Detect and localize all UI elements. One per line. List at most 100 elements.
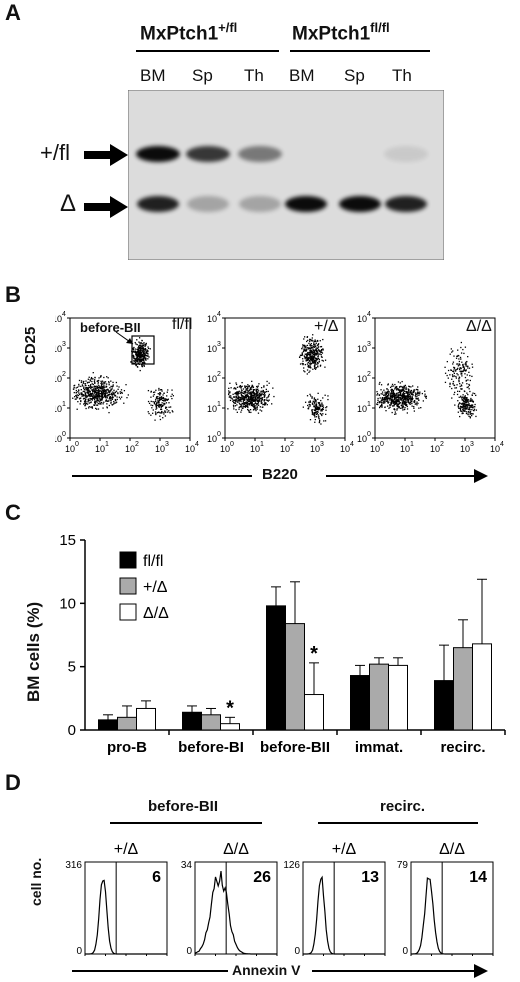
flow-event-dot	[78, 383, 80, 386]
flow-event-dot	[123, 402, 125, 404]
flow-event-dot	[312, 334, 314, 336]
flow-event-dot	[247, 386, 249, 388]
flow-event-dot	[108, 398, 110, 400]
flow-event-dot	[93, 385, 96, 387]
flow-event-dot	[84, 400, 87, 402]
flow-event-dot	[310, 352, 312, 354]
flow-event-dot	[242, 395, 244, 398]
flow-event-dot	[265, 399, 268, 401]
flow-event-dot	[94, 397, 97, 399]
flow-event-dot	[385, 392, 388, 395]
flow-event-dot	[459, 364, 461, 366]
flow-event-dot	[311, 396, 313, 398]
flow-event-dot	[241, 396, 243, 398]
flow-event-dot	[462, 366, 464, 368]
flow-event-dot	[310, 353, 312, 356]
flow-event-dot	[250, 399, 252, 401]
flow-event-dot	[257, 399, 259, 401]
flow-event-dot	[258, 383, 260, 385]
flow-event-dot	[315, 407, 317, 410]
flow-event-dot	[401, 380, 403, 383]
flow-event-dot	[86, 389, 88, 391]
y-tick-label: 5	[68, 659, 76, 676]
flow-event-dot	[409, 392, 411, 394]
flow-event-dot	[386, 397, 388, 399]
flow-event-dot	[92, 390, 94, 392]
flow-event-dot	[376, 394, 378, 396]
flow-event-dot	[171, 389, 173, 391]
flow-event-dot	[229, 395, 231, 397]
flow-event-dot	[87, 401, 89, 403]
flow-event-dot	[417, 397, 419, 399]
flow-event-dot	[314, 416, 316, 418]
flow-event-dot	[136, 343, 138, 346]
flow-event-dot	[161, 402, 163, 404]
flow-event-dot	[396, 388, 398, 390]
flow-event-dot	[455, 377, 458, 379]
flow-event-dot	[464, 407, 467, 410]
flow-event-dot	[240, 404, 242, 406]
flow-event-dot	[241, 407, 244, 409]
flow-event-dot	[245, 395, 248, 397]
flow-event-dot	[388, 398, 390, 400]
flow-event-dot	[395, 387, 397, 389]
flow-event-dot	[458, 407, 460, 409]
flow-event-dot	[162, 417, 164, 419]
flow-event-dot	[454, 387, 456, 389]
flow-event-dot	[311, 359, 313, 361]
flow-event-dot	[148, 356, 150, 358]
flow-event-dot	[85, 407, 87, 410]
flow-event-dot	[395, 399, 397, 401]
flow-event-dot	[140, 357, 142, 359]
flow-event-dot	[463, 397, 466, 399]
flow-event-dot	[475, 415, 477, 418]
x-tick-exponent: 0	[230, 441, 234, 448]
flow-event-dot	[95, 391, 98, 393]
flow-event-dot	[308, 354, 311, 356]
flow-event-dot	[383, 389, 385, 391]
flow-event-dot	[139, 345, 142, 347]
flow-event-dot	[105, 383, 108, 385]
flow-event-dot	[404, 406, 406, 409]
flow-event-dot	[323, 420, 325, 422]
flow-event-dot	[401, 389, 404, 392]
flow-event-dot	[235, 383, 238, 386]
flow-event-dot	[417, 393, 419, 395]
flow-event-dot	[171, 393, 173, 395]
flow-event-dot	[138, 347, 140, 350]
flow-event-dot	[309, 362, 312, 364]
flow-event-dot	[96, 394, 99, 396]
flow-event-dot	[162, 394, 164, 396]
flow-event-dot	[138, 359, 141, 361]
flow-event-dot	[105, 395, 107, 397]
flow-event-dot	[405, 398, 407, 400]
flow-event-dot	[119, 398, 122, 400]
flow-event-dot	[266, 399, 269, 402]
flow-event-dot	[244, 403, 246, 405]
flow-event-dot	[319, 364, 322, 366]
flow-event-dot	[251, 385, 253, 388]
flow-event-dot	[470, 400, 472, 402]
flow-event-dot	[400, 397, 402, 399]
histogram-y-zero: 0	[294, 946, 300, 956]
flow-event-dot	[419, 391, 421, 393]
flow-event-dot	[317, 355, 320, 357]
flow-event-dot	[392, 389, 395, 392]
flow-event-dot	[257, 390, 260, 392]
flow-event-dot	[152, 412, 154, 414]
flow-event-dot	[389, 406, 391, 408]
flow-event-dot	[398, 393, 400, 396]
flow-event-dot	[264, 394, 266, 396]
flow-event-dot	[134, 348, 136, 350]
flow-event-dot	[252, 395, 254, 397]
flow-event-dot	[248, 385, 251, 387]
flow-event-dot	[266, 380, 268, 383]
flow-event-dot	[464, 405, 467, 408]
flow-event-dot	[398, 392, 400, 394]
flow-event-dot	[99, 393, 101, 395]
flow-event-dot	[384, 397, 386, 400]
x-tick-exponent: 2	[440, 441, 444, 448]
flow-event-dot	[397, 406, 399, 408]
flow-event-dot	[112, 381, 114, 384]
flow-event-dot	[411, 405, 413, 407]
